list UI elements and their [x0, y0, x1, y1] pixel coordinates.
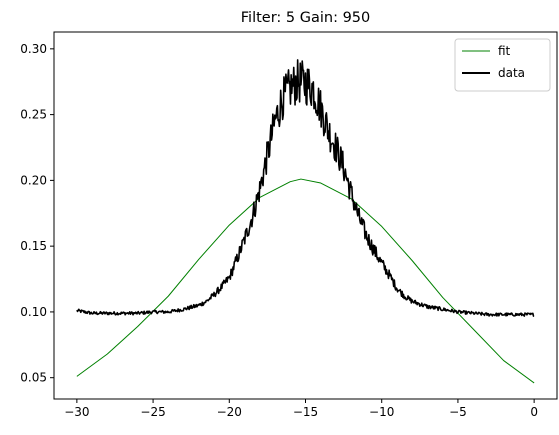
series-fit-line [76, 178, 535, 384]
y-axis: 0.05 0.10 0.15 0.20 0.25 0.30 [20, 42, 54, 385]
legend-label-fit: fit [498, 44, 511, 58]
y-tick-label: 0.25 [20, 108, 47, 122]
y-tick-label: 0.10 [20, 305, 47, 319]
x-tick-label: −25 [140, 405, 165, 419]
y-tick-label: 0.20 [20, 173, 47, 187]
x-tick-label: −20 [217, 405, 242, 419]
chart-title: Filter: 5 Gain: 950 [241, 10, 371, 26]
y-tick-label: 0.15 [20, 239, 47, 253]
y-tick-label: 0.30 [20, 42, 47, 56]
series-group [76, 59, 535, 384]
x-tick-label: −5 [449, 405, 467, 419]
x-tick-label: −10 [369, 405, 394, 419]
y-tick-label: 0.05 [20, 371, 47, 385]
x-tick-label: −15 [293, 405, 318, 419]
series-data-line [76, 59, 535, 317]
x-tick-label: 0 [530, 405, 538, 419]
legend-label-data: data [498, 66, 525, 80]
legend: fit data [454, 38, 551, 92]
x-axis: −30 −25 −20 −15 −10 −5 0 [64, 399, 538, 419]
legend-box [454, 38, 551, 92]
x-tick-label: −30 [64, 405, 89, 419]
